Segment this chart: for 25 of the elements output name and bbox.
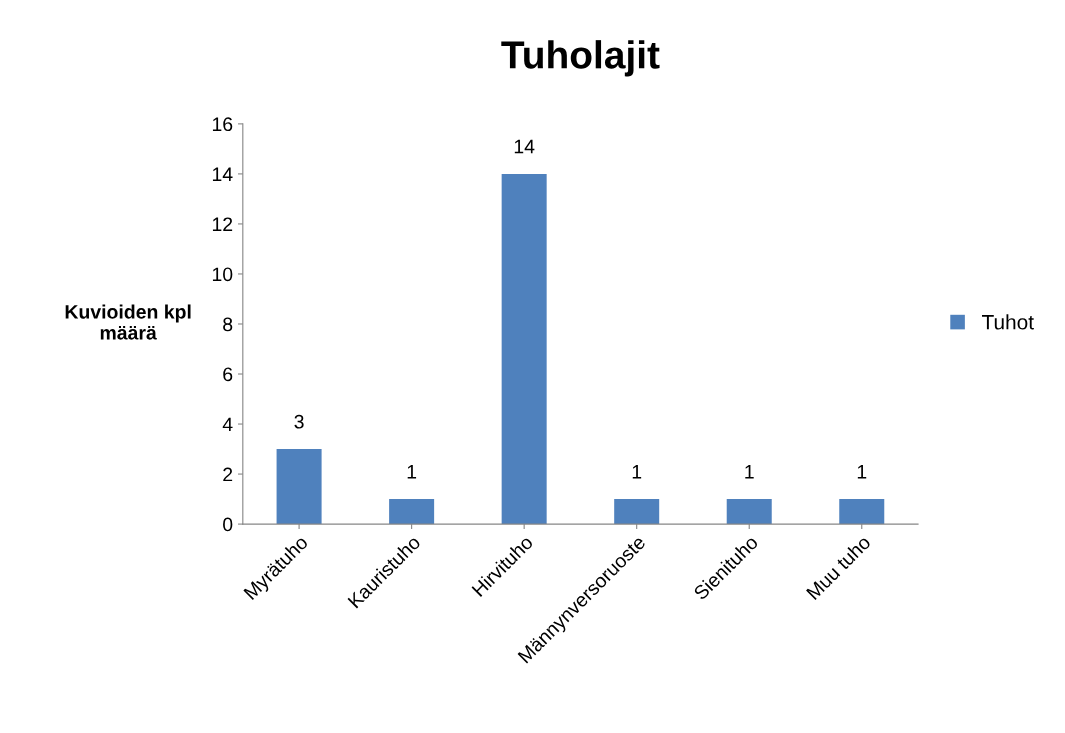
bar	[276, 449, 322, 525]
data-label: 1	[407, 465, 417, 479]
y-tick-label: 16	[212, 117, 233, 132]
y-tick-label: 10	[212, 267, 233, 282]
bar	[389, 499, 435, 525]
y-tick-label: 4	[222, 417, 233, 432]
y-tick-label: 2	[223, 467, 233, 482]
data-label: 14	[514, 139, 535, 154]
y-tick-label: 8	[223, 317, 233, 332]
bar	[839, 499, 885, 525]
data-label: 3	[294, 414, 304, 429]
chart-title: Tuholajit	[501, 40, 660, 77]
y-tick-label: 12	[212, 217, 233, 231]
y-tick-label: 14	[212, 167, 233, 181]
legend-label: Tuhot	[982, 314, 1034, 330]
x-tick-label: Muu tuho	[805, 534, 872, 601]
y-axis-title: Kuvioiden kpl määrä	[65, 304, 191, 340]
y-tick-label: 0	[223, 517, 233, 532]
data-label: 1	[857, 465, 867, 479]
bar	[501, 173, 547, 525]
bar	[614, 499, 660, 525]
y-tick-label: 6	[223, 367, 233, 382]
bar	[726, 499, 772, 525]
data-label: 1	[745, 465, 754, 479]
data-label: 1	[632, 465, 642, 479]
